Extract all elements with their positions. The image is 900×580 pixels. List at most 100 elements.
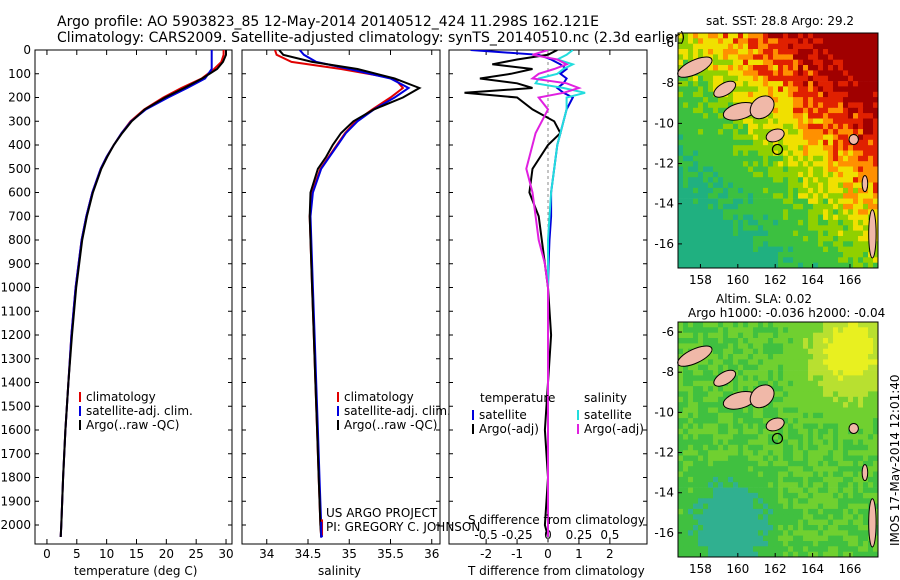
map-cell (738, 150, 744, 157)
map-cell (698, 541, 704, 547)
map-cell (803, 193, 809, 199)
map-cell (718, 386, 724, 392)
map-cell (793, 503, 799, 510)
map-cell (818, 118, 824, 125)
map-cell (703, 439, 709, 446)
map-cell (683, 54, 689, 61)
map-cell (813, 91, 819, 98)
map-cell (718, 391, 724, 398)
map-cell (708, 327, 714, 333)
map-cell (828, 370, 834, 376)
map-cell (738, 236, 744, 242)
map-cell (678, 364, 684, 371)
map-cell (733, 476, 739, 483)
map-cell (738, 118, 744, 125)
map-cell (738, 129, 744, 135)
map-cell (723, 503, 729, 510)
map-cell (723, 75, 729, 82)
map-cell (848, 97, 854, 103)
map-cell (783, 134, 789, 141)
map-cell (788, 203, 794, 210)
map-cell (753, 423, 759, 430)
map-cell (833, 113, 839, 119)
map-cell (843, 155, 849, 162)
map-cell (848, 75, 854, 82)
map-cell (753, 246, 759, 253)
map-cell (718, 134, 724, 141)
sst-map-title: sat. SST: 28.8 Argo: 29.2 (706, 14, 855, 28)
map-cell (828, 380, 834, 387)
map-cell (763, 81, 769, 87)
map-cell (858, 535, 864, 542)
map-cell (773, 54, 779, 61)
map-cell (818, 59, 824, 66)
map-cell (833, 145, 839, 151)
map-cell (798, 402, 804, 408)
map-cell (818, 444, 824, 451)
map-cell (753, 139, 759, 146)
map-cell (848, 439, 854, 446)
map-cell (843, 209, 849, 215)
map-cell (693, 33, 699, 39)
map-cell (778, 460, 784, 467)
map-cell (698, 193, 704, 199)
island-shape (765, 128, 785, 143)
map-cell (733, 348, 739, 355)
map-cell (703, 91, 709, 98)
map-cell (868, 359, 874, 366)
map-cell (823, 396, 829, 403)
map-cell (858, 214, 864, 221)
map-cell (753, 530, 759, 536)
map-cell (853, 182, 859, 189)
map-cell (858, 139, 864, 146)
map-cell (708, 155, 714, 162)
map-cell (723, 487, 729, 494)
map-cell (733, 460, 739, 467)
map-cell (833, 246, 839, 253)
map-cell (853, 375, 859, 382)
map-cell (783, 257, 789, 263)
map-cell (708, 535, 714, 542)
map-cell (748, 187, 754, 194)
map-cell (823, 391, 829, 398)
map-cell (788, 59, 794, 66)
map-cell (823, 59, 829, 66)
map-cell (813, 450, 819, 456)
map-cell (688, 396, 694, 403)
map-cell (738, 65, 744, 71)
map-cell (753, 450, 759, 456)
map-cell (713, 166, 719, 173)
map-cell (808, 139, 814, 146)
map-cell (783, 492, 789, 499)
map-cell (853, 332, 859, 339)
map-cell (818, 348, 824, 355)
map-cell (743, 209, 749, 215)
map-cell (793, 123, 799, 130)
map-cell (848, 81, 854, 87)
map-cell (868, 455, 874, 462)
map-cell (788, 193, 794, 199)
map-cell (833, 171, 839, 178)
map-cell (848, 257, 854, 263)
map-cell (738, 187, 744, 194)
map-cell (773, 359, 779, 366)
map-cell (853, 49, 859, 55)
y-tick-label: 1400 (0, 376, 31, 390)
map-cell (698, 203, 704, 210)
map-cell (793, 482, 799, 488)
map-cell (778, 81, 784, 87)
map-cell (718, 33, 724, 39)
map-cell (703, 492, 709, 499)
map-cell (868, 460, 874, 467)
map-cell (753, 444, 759, 451)
map-cell (683, 187, 689, 194)
map-cell (853, 380, 859, 387)
map-cell (788, 129, 794, 135)
map-cell (793, 43, 799, 50)
map-cell (713, 546, 719, 552)
map-cell (748, 407, 754, 414)
map-cell (848, 198, 854, 205)
map-cell (758, 503, 764, 510)
map-cell (858, 439, 864, 446)
map-cell (858, 466, 864, 472)
